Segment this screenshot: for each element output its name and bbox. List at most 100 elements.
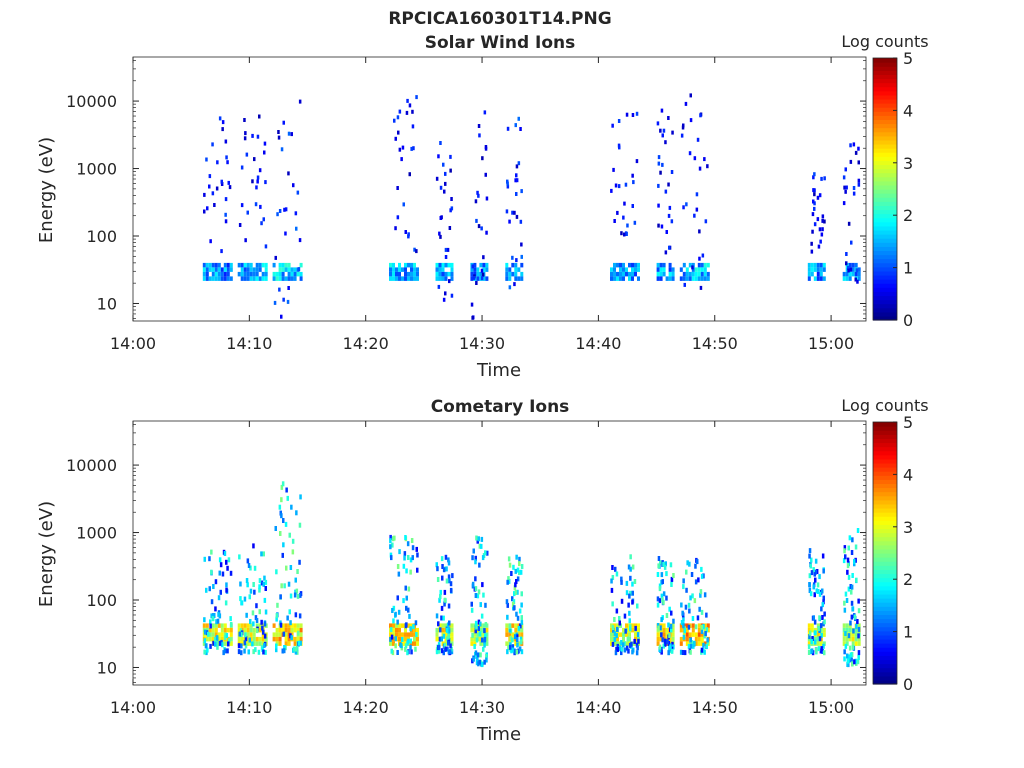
spectrogram-cell <box>450 271 454 277</box>
colorbar-step <box>873 651 897 656</box>
spectrogram-cell <box>822 262 826 268</box>
spectrogram-cell <box>703 592 707 598</box>
spectrogram-cell <box>689 643 693 649</box>
spectrogram-cell <box>243 262 247 268</box>
spectrogram-cell <box>476 190 479 195</box>
spectrogram-cell <box>514 276 518 281</box>
x-tick-label: 14:50 <box>692 698 738 717</box>
spectrogram-cell <box>281 262 285 268</box>
spectrogram-cell <box>505 209 509 214</box>
spectrogram-cell <box>669 644 672 650</box>
spectrogram-cell <box>669 623 673 629</box>
spectrogram-cell <box>275 613 279 619</box>
spectrogram-cell <box>850 600 854 606</box>
spectrogram-cell <box>665 613 669 618</box>
colorbar-step <box>873 315 897 321</box>
spectrogram-cell <box>275 616 278 622</box>
spectrogram-cell <box>252 582 255 587</box>
spectrogram-cell <box>416 552 419 558</box>
spectrogram-cell <box>618 145 621 150</box>
spectrogram-cell <box>505 276 509 281</box>
spectrogram-cell <box>615 571 619 577</box>
colorbar-step <box>873 573 897 579</box>
spectrogram-cell <box>814 647 818 653</box>
colorbar-step <box>873 291 897 297</box>
spectrogram-cell <box>448 226 452 230</box>
spectrogram-cell <box>664 140 667 145</box>
colorbar-step <box>873 303 897 309</box>
spectrogram-cell <box>252 276 256 281</box>
spectrogram-cell <box>854 627 858 633</box>
spectrogram-cell <box>476 276 480 281</box>
spectrogram-cell <box>214 262 218 268</box>
spectrogram-cell <box>216 644 219 650</box>
spectrogram-cell <box>415 632 418 637</box>
spectrogram-cell <box>485 262 489 268</box>
spectrogram-cell <box>475 281 478 285</box>
spectrogram-cell <box>628 632 631 637</box>
colorbar-step <box>873 548 897 554</box>
spectrogram-cell <box>272 632 276 637</box>
spectrogram-cell <box>407 276 410 281</box>
spectrogram-cell <box>440 215 443 220</box>
spectrogram-cell <box>210 569 213 575</box>
spectrogram-cell <box>515 214 519 219</box>
spectrogram-cell <box>508 623 512 629</box>
spectrogram-cell <box>616 276 619 281</box>
spectrogram-cell <box>391 608 394 613</box>
spectrogram-cell <box>210 599 214 605</box>
spectrogram-cell <box>613 631 616 637</box>
spectrogram-cell <box>240 643 243 649</box>
spectrogram-cell <box>657 155 661 160</box>
spectrogram-cell <box>220 267 224 272</box>
spectrogram-cell <box>405 605 408 611</box>
spectrogram-cell <box>657 563 660 569</box>
spectrogram-cell <box>449 208 452 213</box>
spectrogram-cell <box>520 271 524 277</box>
spectrogram-cell <box>851 262 855 268</box>
spectrogram-cell <box>627 564 631 570</box>
spectrogram-cell <box>405 595 408 601</box>
spectrogram-cell <box>845 632 849 637</box>
spectrogram-cell <box>223 632 227 637</box>
y-tick-label: 1000 <box>76 160 117 179</box>
spectrogram-cell <box>807 262 811 268</box>
spectrogram-cell <box>446 646 449 652</box>
spectrogram-cell <box>682 262 686 268</box>
colorbar-step <box>873 94 897 100</box>
spectrogram-cell <box>445 578 449 584</box>
spectrogram-cell <box>697 632 701 637</box>
spectrogram-cell <box>847 545 850 551</box>
spectrogram-cell <box>282 120 285 125</box>
spectrogram-cell <box>519 636 523 642</box>
spectrogram-cell <box>704 631 707 636</box>
spectrogram-cell <box>480 226 483 231</box>
spectrogram-cell <box>402 563 406 569</box>
spectrogram-cell <box>853 558 856 564</box>
spectrogram-cell <box>478 543 482 549</box>
x-tick-label: 15:00 <box>808 334 854 353</box>
spectrogram-cell <box>702 648 705 654</box>
spectrogram-cell <box>479 602 482 608</box>
spectrogram-cell <box>620 231 623 236</box>
spectrogram-cell <box>661 133 664 138</box>
spectrogram-cell <box>810 623 814 628</box>
spectrogram-cell <box>442 633 446 639</box>
spectrogram-cell <box>214 623 218 628</box>
spectrogram-cell <box>280 484 284 490</box>
spectrogram-cell <box>294 612 298 618</box>
spectrogram-cell <box>857 626 861 632</box>
spectrogram-cell <box>263 633 267 639</box>
spectrogram-cell <box>847 265 850 270</box>
spectrogram-cell <box>506 184 510 189</box>
spectrogram-cell <box>451 573 454 579</box>
spectrogram-cell <box>515 178 519 183</box>
spectrogram-cell <box>243 623 247 628</box>
spectrogram-cell <box>611 625 615 631</box>
spectrogram-cell <box>237 636 241 642</box>
spectrogram-cell <box>435 276 439 281</box>
spectrogram-cell <box>842 175 846 180</box>
spectrogram-cell <box>395 627 398 633</box>
spectrogram-cell <box>857 633 860 639</box>
spectrogram-cell <box>656 636 660 642</box>
